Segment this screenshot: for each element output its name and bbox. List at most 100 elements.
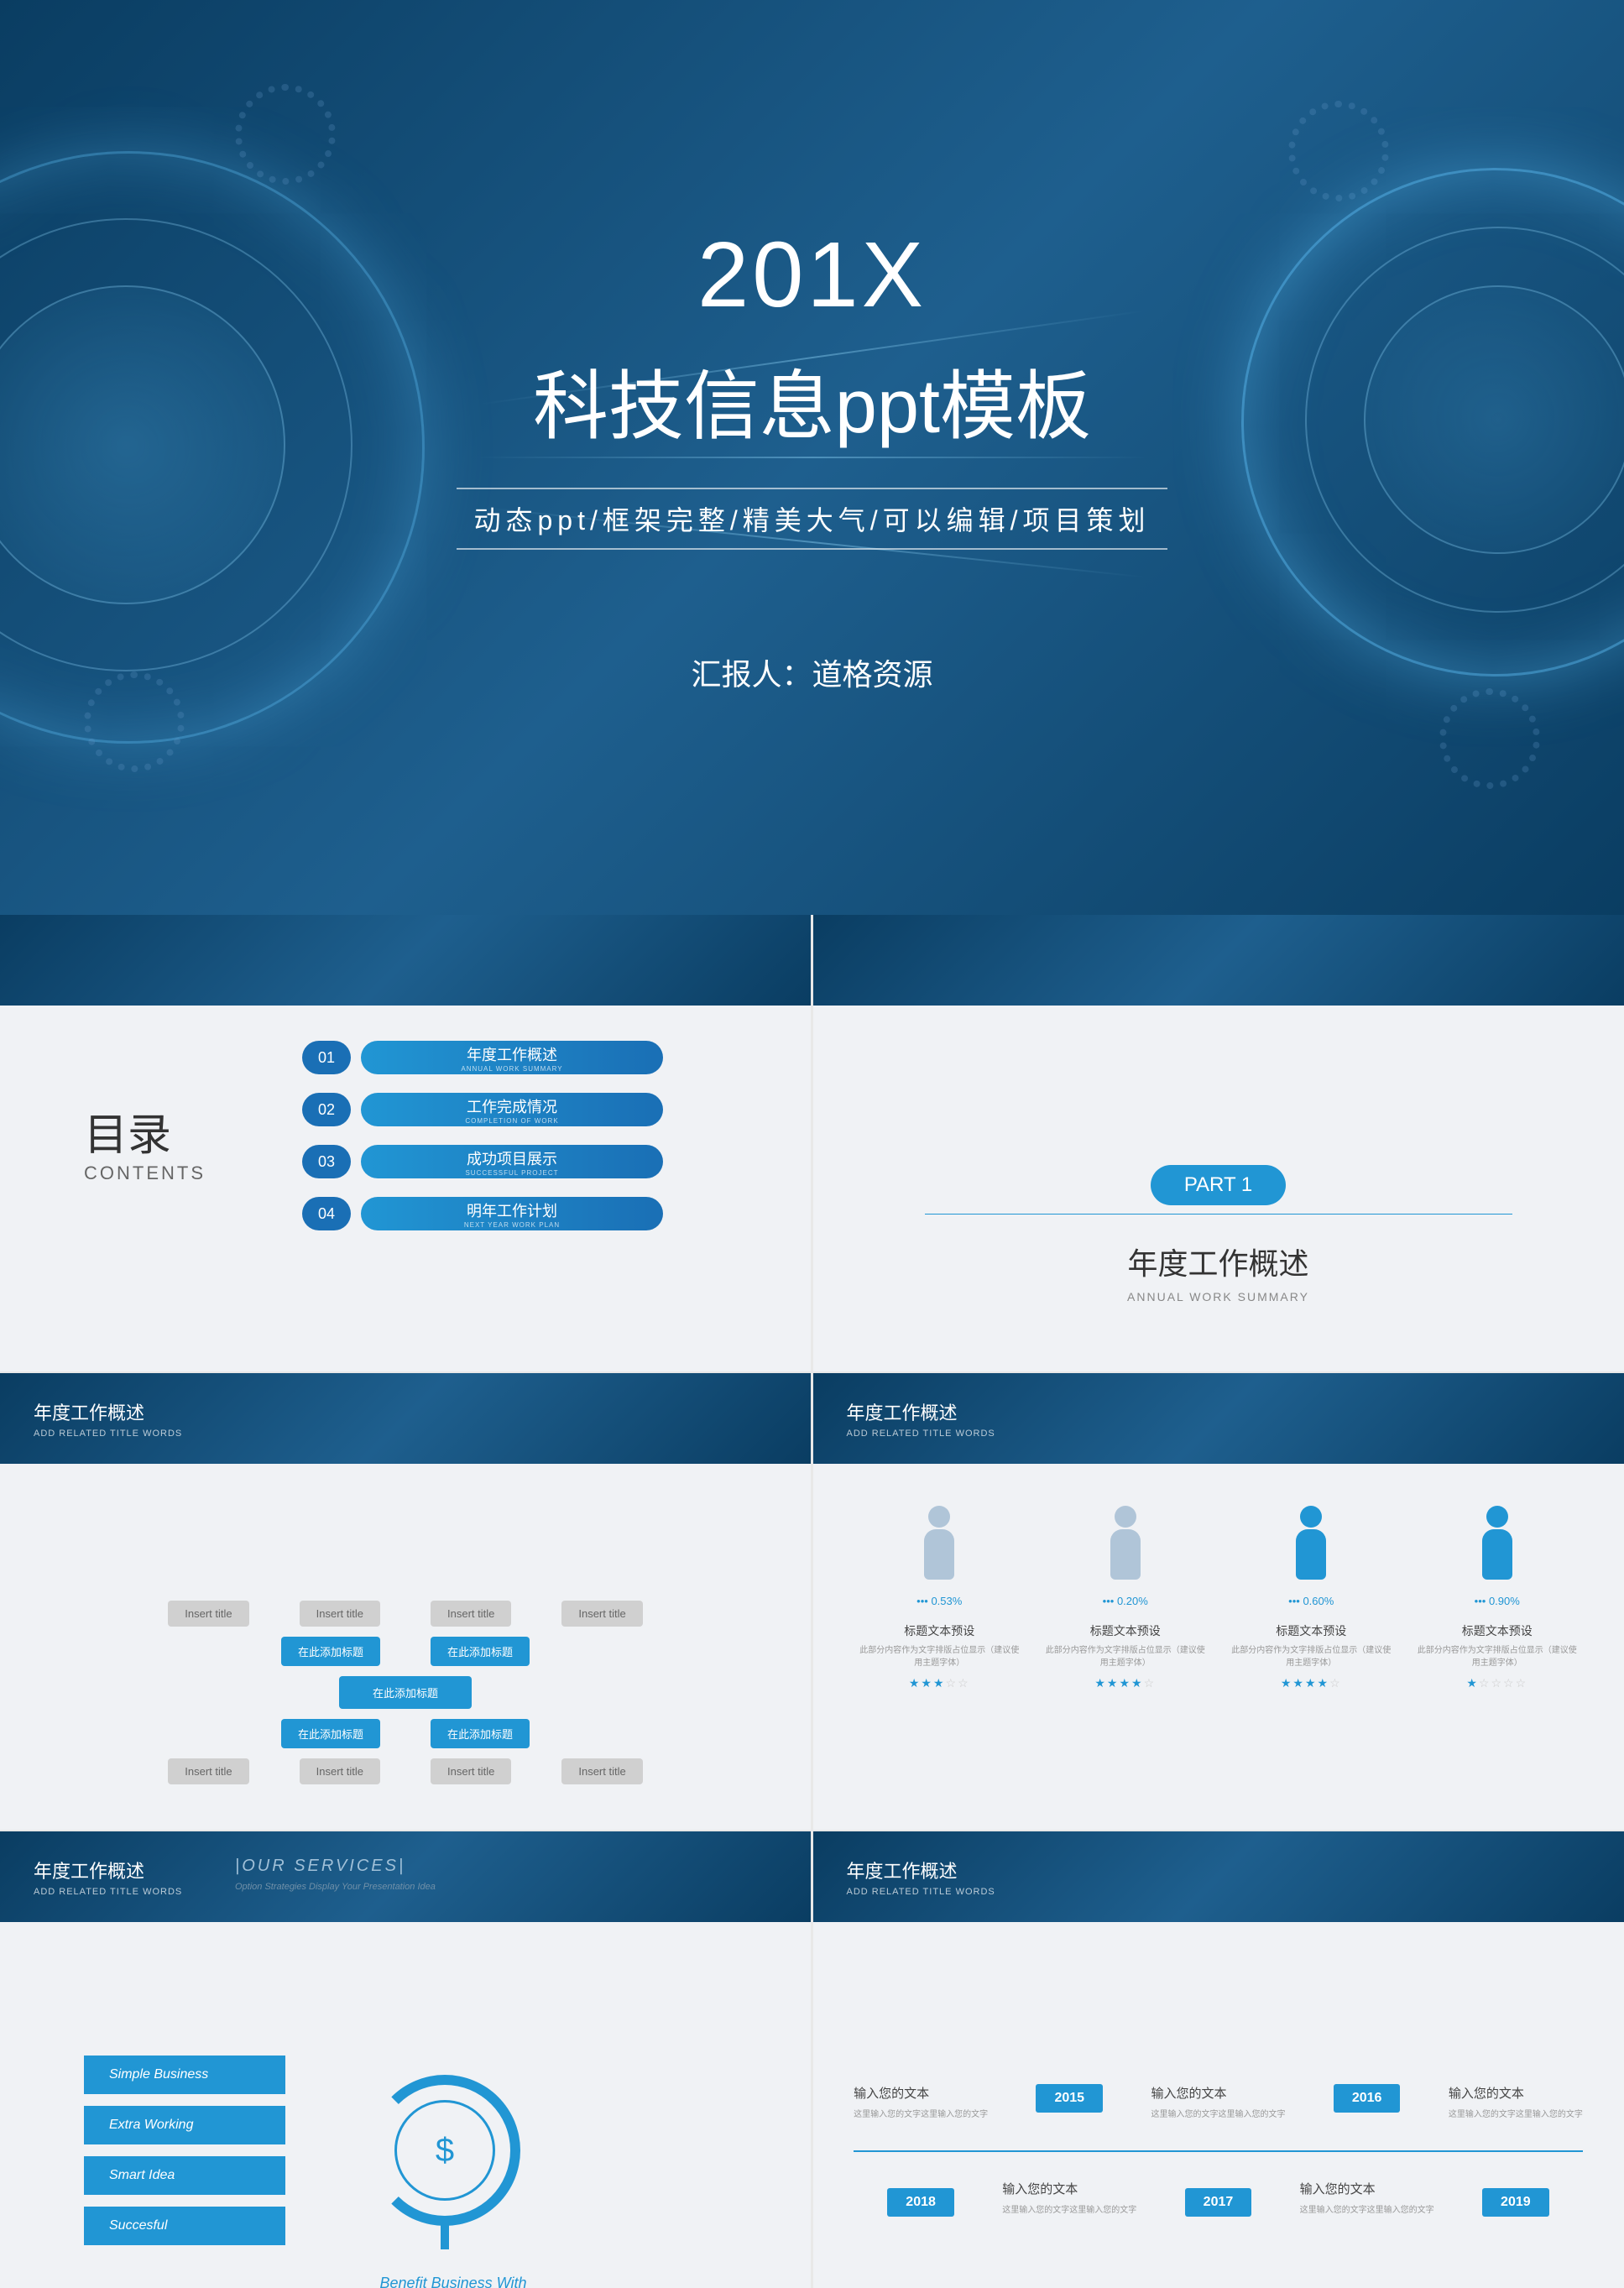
timeline-desc: 这里输入您的文字这里输入您的文字 <box>1151 2108 1285 2121</box>
person-column: ••• 0.53% 标题文本预设此部分内容作为文字排版占位显示（建议使用主题字体）… <box>858 1506 1021 1690</box>
person-title: 标题文本预设 <box>904 1622 974 1639</box>
timeline-item: 输入您的文本这里输入您的文字这里输入您的文字2019 <box>1441 2084 1590 2217</box>
service-item: Succesful <box>84 2207 285 2245</box>
toc-slide: 目录 CONTENTS 01年度工作概述ANNUAL WORK SUMMARY0… <box>0 915 811 1371</box>
mm-node: Insert title <box>561 1758 642 1784</box>
slide-header <box>0 915 811 1006</box>
slide-header <box>813 915 1624 1006</box>
gear-icon <box>84 671 185 772</box>
header-title: 年度工作概述 <box>847 1857 1590 1883</box>
cover-reporter: 汇报人：道格资源 <box>691 650 932 694</box>
timeline-desc: 这里输入您的文字这里输入您的文字 <box>1002 2204 1136 2217</box>
service-item: Smart Idea <box>84 2156 285 2195</box>
person-percent: ••• 0.53% <box>916 1595 962 1607</box>
cover-title: 科技信息ppt模板 <box>533 345 1091 454</box>
toc-label: 年度工作概述ANNUAL WORK SUMMARY <box>361 1041 663 1074</box>
mm-node: Insert title <box>431 1758 511 1784</box>
slide-body: ••• 0.53% 标题文本预设此部分内容作为文字排版占位显示（建议使用主题字体）… <box>813 1464 1624 1830</box>
person-icon <box>1286 1506 1336 1590</box>
toc-label: 成功项目展示SUCCESSFUL PROJECT <box>361 1145 663 1178</box>
services-list: Simple BusinessExtra WorkingSmart IdeaSu… <box>84 2056 285 2245</box>
timeline-year: 2016 <box>1334 2084 1401 2113</box>
people-row: ••• 0.53% 标题文本预设此部分内容作为文字排版占位显示（建议使用主题字体）… <box>847 1489 1590 1707</box>
services-globe-wrap: $ Benefit Business With Us! <box>369 2075 520 2226</box>
reporter-label: 汇报人： <box>691 657 812 692</box>
star-rating: ★★★☆☆ <box>909 1676 970 1690</box>
service-item: Extra Working <box>84 2106 285 2144</box>
header-title: 年度工作概述 <box>847 1398 1590 1425</box>
cover-subtitle: 动态ppt/框架完整/精美大气/可以编辑/项目策划 <box>457 488 1167 550</box>
reporter-name: 道格资源 <box>812 657 933 692</box>
person-icon <box>1100 1506 1151 1590</box>
person-percent: ••• 0.20% <box>1103 1595 1148 1607</box>
decor-ring <box>1364 285 1624 554</box>
toc-number: 02 <box>302 1093 351 1126</box>
slide-header: 年度工作概述 ADD RELATED TITLE WORDS <box>813 1373 1624 1464</box>
part-slide: PART 1 年度工作概述 ANNUAL WORK SUMMARY <box>813 915 1624 1371</box>
person-percent: ••• 0.90% <box>1475 1595 1520 1607</box>
globe-icon: $ <box>369 2075 520 2226</box>
circuit-line <box>477 457 1148 458</box>
timeline-title: 输入您的文本 <box>854 2084 988 2102</box>
mm-row: Insert title Insert title Insert title I… <box>168 1758 642 1784</box>
toc-number: 04 <box>302 1197 351 1230</box>
toc-item: 03成功项目展示SUCCESSFUL PROJECT <box>302 1145 663 1178</box>
toc-heading: 目录 CONTENTS <box>84 1100 206 1184</box>
services-slide: 年度工作概述 ADD RELATED TITLE WORDS |OUR SERV… <box>0 1831 811 2288</box>
slide-body: 目录 CONTENTS 01年度工作概述ANNUAL WORK SUMMARY0… <box>0 1006 811 1371</box>
person-desc: 此部分内容作为文字排版占位显示（建议使用主题字体） <box>1415 1644 1579 1669</box>
toc-number: 01 <box>302 1041 351 1074</box>
person-icon <box>914 1506 964 1590</box>
services-subheader: Option Strategies Display Your Presentat… <box>235 1882 436 1892</box>
star-rating: ★★★★☆ <box>1281 1676 1342 1690</box>
timeline-desc: 这里输入您的文字这里输入您的文字 <box>1449 2108 1583 2121</box>
person-column: ••• 0.60%标题文本预设此部分内容作为文字排版占位显示（建议使用主题字体）… <box>1230 1506 1393 1690</box>
mm-node: Insert title <box>561 1601 642 1627</box>
slide-body: PART 1 年度工作概述 ANNUAL WORK SUMMARY <box>813 1006 1624 1371</box>
person-column: ••• 0.90%标题文本预设此部分内容作为文字排版占位显示（建议使用主题字体）… <box>1415 1506 1579 1690</box>
timeline-item: 2016 输入您的文本这里输入您的文字这里输入您的文字 <box>1292 2084 1441 2217</box>
decor-ring <box>1305 227 1624 613</box>
mm-node: Insert title <box>300 1758 380 1784</box>
person-desc: 此部分内容作为文字排版占位显示（建议使用主题字体） <box>858 1644 1021 1669</box>
slide-body: Insert title Insert title Insert title I… <box>0 1464 811 1830</box>
mm-row: Insert title Insert title Insert title I… <box>168 1601 642 1627</box>
mm-node: Insert title <box>300 1601 380 1627</box>
timeline-title: 输入您的文本 <box>1002 2180 1136 2197</box>
header-subtitle: ADD RELATED TITLE WORDS <box>34 1429 777 1439</box>
gear-icon <box>1439 688 1540 789</box>
person-title: 标题文本预设 <box>1276 1622 1346 1639</box>
timeline-desc: 这里输入您的文字这里输入您的文字 <box>854 2108 988 2121</box>
services-header: |OUR SERVICES| <box>235 1857 405 1876</box>
timeline-year: 2017 <box>1185 2188 1252 2217</box>
person-percent: ••• 0.60% <box>1288 1595 1334 1607</box>
cover-year: 201X <box>697 222 927 328</box>
timeline-slide: 年度工作概述 ADD RELATED TITLE WORDS 输入您的文本这里输… <box>813 1831 1624 2288</box>
timeline-desc: 这里输入您的文字这里输入您的文字 <box>1300 2204 1434 2217</box>
person-icon <box>1472 1506 1522 1590</box>
mm-row: 在此添加标题 在此添加标题 <box>281 1719 530 1748</box>
star-rating: ★★★★☆ <box>1094 1676 1156 1690</box>
toc-label: 工作完成情况COMPLETION OF WORK <box>361 1093 663 1126</box>
divider <box>925 1214 1512 1215</box>
toc-label: 明年工作计划NEXT YEAR WORK PLAN <box>361 1197 663 1230</box>
thumbnail-grid: 目录 CONTENTS 01年度工作概述ANNUAL WORK SUMMARY0… <box>0 915 1624 2288</box>
person-desc: 此部分内容作为文字排版占位显示（建议使用主题字体） <box>1043 1644 1207 1669</box>
gear-icon <box>1288 101 1389 201</box>
toc-item: 04 明年工作计划NEXT YEAR WORK PLAN <box>302 1197 663 1230</box>
timeline-title: 输入您的文本 <box>1449 2084 1583 2102</box>
slide-header: 年度工作概述 ADD RELATED TITLE WORDS <box>813 1831 1624 1922</box>
toc-item: 01 年度工作概述ANNUAL WORK SUMMARY <box>302 1041 663 1074</box>
timeline-title: 输入您的文本 <box>1151 2084 1285 2102</box>
timeline-title: 输入您的文本 <box>1300 2180 1434 2197</box>
cover-slide: 201X 科技信息ppt模板 动态ppt/框架完整/精美大气/可以编辑/项目策划… <box>0 0 1624 915</box>
services-caption: Benefit Business With Us! <box>369 2275 537 2288</box>
mm-node: Insert title <box>168 1758 248 1784</box>
toc-en: CONTENTS <box>84 1162 206 1184</box>
people-slide: 年度工作概述 ADD RELATED TITLE WORDS ••• 0.53%… <box>813 1373 1624 1830</box>
toc-cn: 目录 <box>84 1100 206 1162</box>
timeline-year: 2018 <box>887 2188 954 2217</box>
person-column: ••• 0.20%标题文本预设此部分内容作为文字排版占位显示（建议使用主题字体）… <box>1043 1506 1207 1690</box>
timeline-item: 2015输入您的文本这里输入您的文字这里输入您的文字 <box>995 2084 1144 2217</box>
gear-icon <box>235 84 336 185</box>
